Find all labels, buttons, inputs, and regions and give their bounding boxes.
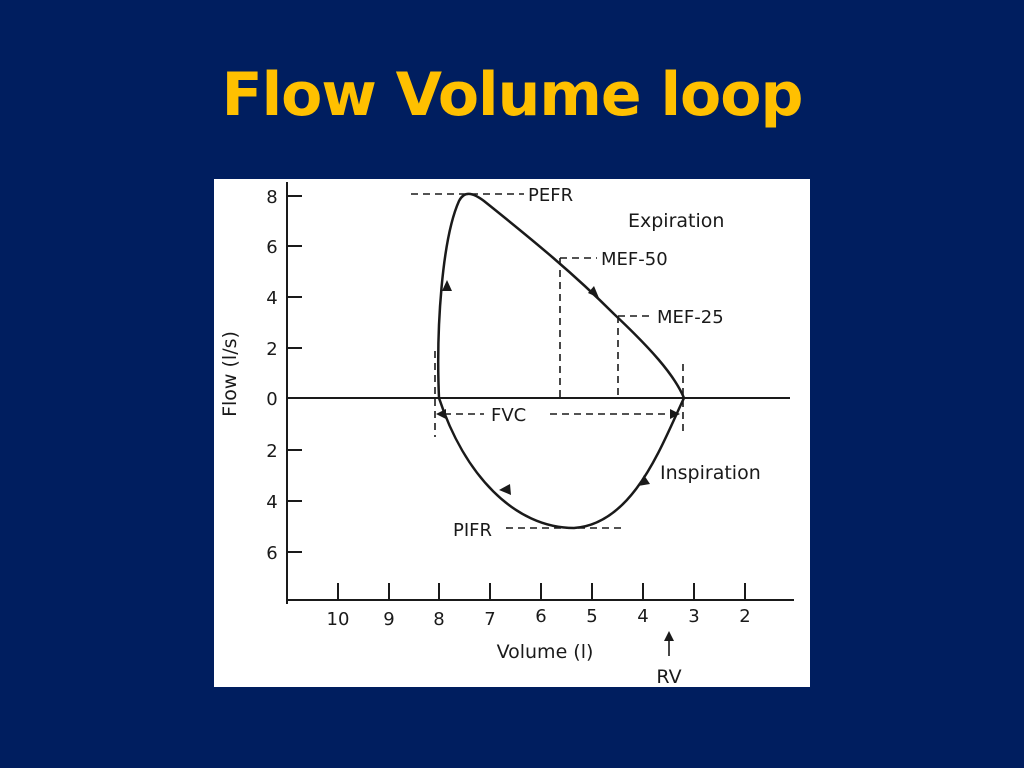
x-tick-label: 6: [535, 606, 546, 627]
expiration-label: Expiration: [628, 210, 724, 232]
y-tick-label: 4: [266, 492, 277, 513]
y-tick-label: 0: [266, 389, 277, 410]
up-arrow-icon: [442, 280, 452, 291]
rv-label: RV: [656, 666, 681, 687]
inspiration-curve: [437, 397, 686, 530]
x-tick-label: 10: [327, 609, 350, 630]
rv-up-arrow-icon: [664, 631, 674, 641]
down-left-arrow-icon: [638, 475, 650, 486]
pefr-label: PEFR: [528, 185, 573, 206]
left-arrow-icon: [499, 484, 511, 495]
flow-volume-loop-diagram: 8 6 4 2 0 2 4 6 10 9 8 7 6 5 4 3 2 Flow …: [219, 182, 794, 687]
y-tick-label: 6: [266, 543, 277, 564]
x-tick-label: 5: [586, 606, 597, 627]
y-tick-label: 2: [266, 441, 277, 462]
down-right-arrow-icon: [588, 286, 599, 298]
flow-volume-loop-figure: 8 6 4 2 0 2 4 6 10 9 8 7 6 5 4 3 2 Flow …: [214, 179, 810, 687]
mef50-label: MEF-50: [601, 249, 668, 270]
expiration-curve: [437, 192, 686, 399]
y-tick-label: 8: [266, 187, 277, 208]
x-tick-label: 4: [637, 606, 648, 627]
inspiration-label: Inspiration: [660, 462, 761, 484]
y-tick-label: 6: [266, 237, 277, 258]
x-tick-label: 3: [688, 606, 699, 627]
x-tick-label: 7: [484, 609, 495, 630]
fvc-left-arrowhead-icon: [436, 409, 446, 419]
fvc-label: FVC: [491, 405, 526, 426]
y-tick-label: 2: [266, 339, 277, 360]
x-axis-label: Volume (l): [497, 641, 594, 663]
fvc-right-arrowhead-icon: [670, 409, 680, 419]
x-tick-label: 2: [739, 606, 750, 627]
y-tick-label: 4: [266, 288, 277, 309]
x-tick-label: 8: [433, 609, 444, 630]
slide-title: Flow Volume loop: [221, 60, 804, 130]
mef25-label: MEF-25: [657, 307, 724, 328]
y-axis-label: Flow (l/s): [219, 331, 241, 417]
pifr-label: PIFR: [453, 520, 492, 541]
x-tick-label: 9: [383, 609, 394, 630]
